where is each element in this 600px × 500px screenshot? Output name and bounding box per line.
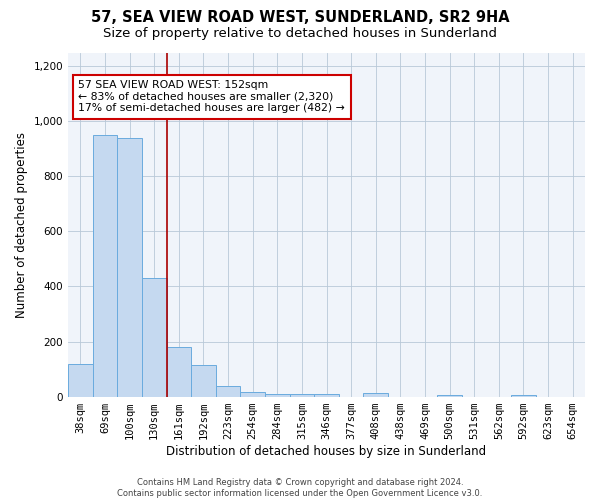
Bar — [241, 392, 265, 396]
Bar — [68, 364, 92, 396]
Text: Size of property relative to detached houses in Sunderland: Size of property relative to detached ho… — [103, 28, 497, 40]
X-axis label: Distribution of detached houses by size in Sunderland: Distribution of detached houses by size … — [166, 444, 487, 458]
Bar — [191, 365, 216, 396]
Bar — [216, 386, 241, 396]
Y-axis label: Number of detached properties: Number of detached properties — [15, 132, 28, 318]
Bar — [437, 394, 462, 396]
Bar — [364, 394, 388, 396]
Text: 57, SEA VIEW ROAD WEST, SUNDERLAND, SR2 9HA: 57, SEA VIEW ROAD WEST, SUNDERLAND, SR2 … — [91, 10, 509, 25]
Bar — [290, 394, 314, 396]
Bar — [511, 394, 536, 396]
Text: Contains HM Land Registry data © Crown copyright and database right 2024.
Contai: Contains HM Land Registry data © Crown c… — [118, 478, 482, 498]
Bar — [167, 347, 191, 397]
Text: 57 SEA VIEW ROAD WEST: 152sqm
← 83% of detached houses are smaller (2,320)
17% o: 57 SEA VIEW ROAD WEST: 152sqm ← 83% of d… — [79, 80, 345, 113]
Bar — [92, 135, 117, 396]
Bar — [142, 278, 167, 396]
Bar — [314, 394, 339, 396]
Bar — [117, 138, 142, 396]
Bar — [265, 394, 290, 396]
